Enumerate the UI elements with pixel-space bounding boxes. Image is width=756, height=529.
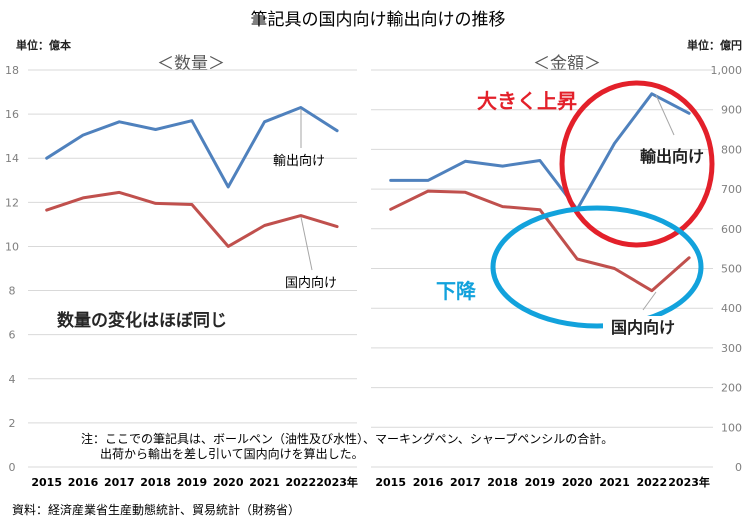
note-line-1: 注：ここでの筆記具は、ボールペン（油性及び水性）、マーキングペン、シャープペンシ…	[81, 431, 613, 446]
y-tick-label: 900	[721, 104, 742, 117]
x-tick-label: 2022	[285, 476, 316, 489]
volume-unit-label: 単位：億本	[16, 38, 71, 52]
x-tick-label: 2016	[413, 476, 444, 489]
y-tick-label: 10	[5, 240, 19, 253]
y-tick-label: 2	[9, 417, 16, 430]
y-tick-label: 18	[5, 64, 19, 77]
rise-highlight-circle	[559, 80, 715, 248]
volume-series	[45, 106, 339, 248]
volume-domestic-leader	[300, 216, 313, 271]
x-tick-label: 2017	[104, 476, 135, 489]
value-export-label: 輸出向け	[640, 147, 704, 166]
x-tick-label: 2022	[636, 476, 667, 489]
fall-highlight-ellipse	[490, 205, 704, 329]
fall-annotation: 下降	[436, 279, 477, 303]
y-tick-label: 500	[721, 263, 742, 276]
volume-gridlines	[28, 69, 357, 468]
chart-title: 筆記具の国内向け輸出向けの推移	[251, 10, 506, 30]
volume-export-label: 輸出向け	[273, 153, 325, 169]
value-unit-label: 単位：億円	[687, 38, 742, 52]
value-panel: 単位：億円 ＜金額＞ 0 100 200 300 400 500 600 700 800 900 1…	[371, 38, 742, 489]
x-tick-label: 2019	[177, 476, 208, 489]
y-tick-label: 400	[721, 302, 742, 315]
value-export-leader	[655, 94, 675, 136]
value-y-axis: 0 100 200 300 400 500 600 700 800 900 1,000	[711, 64, 743, 474]
y-tick-label: 6	[9, 329, 16, 342]
value-domestic-label-bg	[603, 316, 683, 338]
x-tick-label: 2015	[375, 476, 406, 489]
y-tick-label: 4	[9, 373, 16, 386]
series-line-export	[45, 106, 339, 189]
x-tick-label: 2018	[140, 476, 171, 489]
x-tick-label: 2018	[487, 476, 518, 489]
value-domestic-leader	[642, 291, 657, 311]
y-tick-label: 14	[5, 152, 19, 165]
y-tick-label: 700	[721, 183, 742, 196]
x-tick-label: 2020	[213, 476, 244, 489]
volume-x-axis: 2015 2016 2017 2018 2019 2020 2021 2022 2023年	[31, 475, 358, 489]
value-series	[389, 92, 691, 293]
x-tick-label: 2015	[31, 476, 62, 489]
y-tick-label: 800	[721, 143, 742, 156]
y-tick-label: 8	[9, 285, 16, 298]
volume-panel-title: ＜数量＞	[157, 54, 225, 74]
value-panel-title: ＜金額＞	[533, 54, 601, 74]
y-tick-label: 100	[721, 421, 742, 434]
y-tick-label: 12	[5, 196, 19, 209]
value-gridlines	[371, 69, 713, 468]
y-tick-label: 16	[5, 108, 19, 121]
y-tick-label: 600	[721, 223, 742, 236]
x-tick-label: 2017	[450, 476, 481, 489]
x-tick-label: 2016	[68, 476, 99, 489]
volume-comment: 数量の変化はほぼ同じ	[57, 310, 227, 331]
x-tick-label: 2021	[599, 476, 630, 489]
volume-y-axis: 0 2 4 6 8 10 12 14 16 18	[5, 64, 19, 474]
value-x-axis: 2015 2016 2017 2018 2019 2020 2021 2022 2023年	[375, 475, 710, 489]
rise-annotation: 大きく上昇	[477, 89, 577, 113]
series-line-domestic	[45, 190, 339, 248]
series-line-domestic	[389, 189, 691, 293]
y-tick-label: 300	[721, 342, 742, 355]
x-tick-label: 2023年	[316, 475, 358, 489]
value-domestic-label: 国内向け	[611, 318, 675, 337]
x-tick-label: 2019	[525, 476, 556, 489]
x-tick-label: 2023年	[668, 475, 710, 489]
y-tick-label: 0	[735, 461, 742, 474]
note-line-2: 出荷から輸出を差し引いて国内向けを算出した。	[100, 446, 364, 461]
x-tick-label: 2021	[249, 476, 280, 489]
y-tick-label: 200	[721, 382, 742, 395]
x-tick-label: 2020	[562, 476, 593, 489]
y-tick-label: 1,000	[711, 64, 743, 77]
y-tick-label: 0	[9, 461, 16, 474]
source-note: 資料：経済産業省生産動態統計、貿易統計（財務省）	[12, 502, 300, 517]
volume-domestic-label: 国内向け	[285, 275, 337, 291]
